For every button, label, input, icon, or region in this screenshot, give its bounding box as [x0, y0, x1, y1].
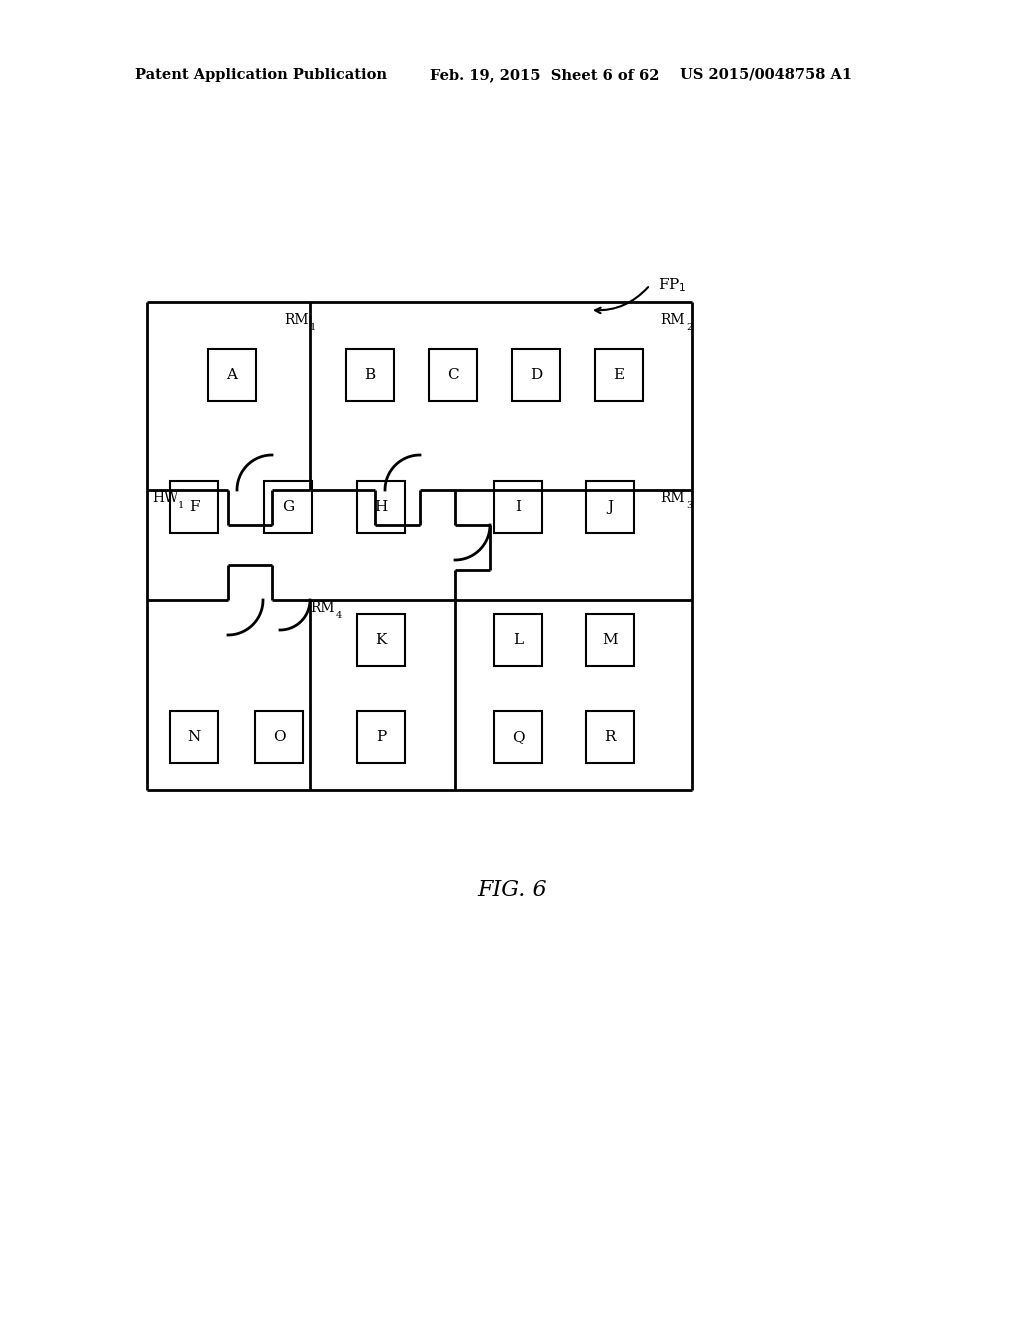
Text: FIG. 6: FIG. 6	[477, 879, 547, 902]
Text: Feb. 19, 2015  Sheet 6 of 62: Feb. 19, 2015 Sheet 6 of 62	[430, 69, 659, 82]
Bar	[586, 711, 634, 763]
Text: N: N	[187, 730, 201, 744]
Bar	[357, 711, 406, 763]
Text: A: A	[226, 368, 238, 381]
Text: C: C	[447, 368, 459, 381]
Bar	[346, 348, 394, 401]
Bar	[512, 348, 560, 401]
Bar	[357, 614, 406, 667]
Text: O: O	[272, 730, 286, 744]
Text: M: M	[602, 634, 617, 647]
Text: 1: 1	[310, 323, 316, 333]
Text: RM: RM	[284, 313, 308, 327]
Text: I: I	[515, 500, 521, 513]
Text: Patent Application Publication: Patent Application Publication	[135, 69, 387, 82]
Text: RM: RM	[310, 601, 335, 615]
Bar	[170, 480, 218, 533]
Text: G: G	[282, 500, 294, 513]
Text: 2: 2	[686, 323, 692, 333]
Text: E: E	[613, 368, 625, 381]
Text: B: B	[365, 368, 376, 381]
Text: FP$_1$: FP$_1$	[658, 276, 687, 294]
Text: R: R	[604, 730, 615, 744]
Text: J: J	[607, 500, 613, 513]
Text: L: L	[513, 634, 523, 647]
Text: 3: 3	[686, 502, 692, 511]
Text: D: D	[529, 368, 542, 381]
Bar	[264, 480, 312, 533]
Text: 1: 1	[178, 502, 184, 511]
Bar	[595, 348, 643, 401]
Text: H: H	[375, 500, 388, 513]
Bar	[586, 480, 634, 533]
Text: 4: 4	[336, 611, 342, 620]
Text: RM: RM	[660, 313, 684, 327]
Bar	[429, 348, 477, 401]
Bar	[494, 711, 542, 763]
Text: RM: RM	[660, 491, 684, 506]
Bar	[494, 614, 542, 667]
Text: F: F	[188, 500, 200, 513]
Bar	[586, 614, 634, 667]
Bar	[357, 480, 406, 533]
Text: K: K	[376, 634, 387, 647]
Bar	[170, 711, 218, 763]
Bar	[494, 480, 542, 533]
Text: HW: HW	[152, 491, 178, 506]
Text: Q: Q	[512, 730, 524, 744]
Text: P: P	[376, 730, 386, 744]
Bar	[255, 711, 303, 763]
Bar	[208, 348, 256, 401]
Text: US 2015/0048758 A1: US 2015/0048758 A1	[680, 69, 852, 82]
